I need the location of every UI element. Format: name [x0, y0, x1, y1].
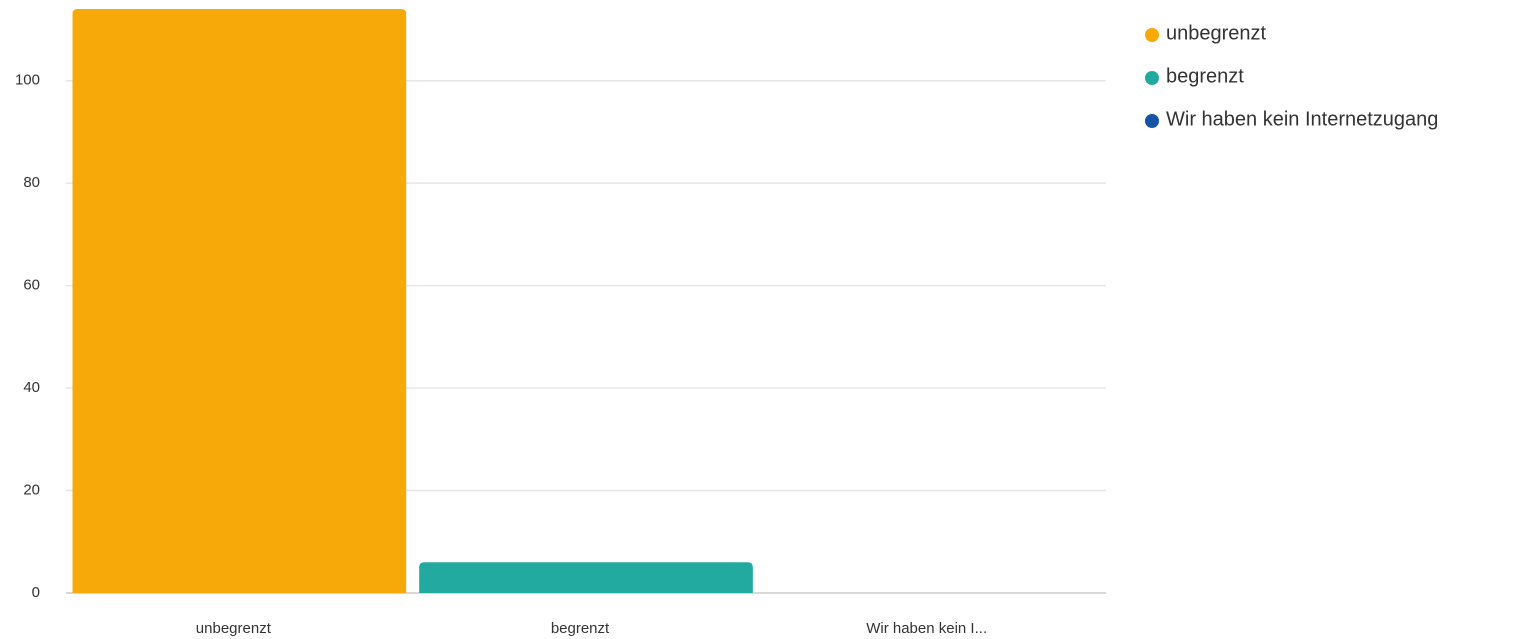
bar [419, 562, 753, 593]
legend-label: unbegrenzt [1166, 22, 1267, 44]
y-tick-label: 60 [23, 277, 40, 294]
y-tick-label: 100 [15, 72, 40, 89]
legend-marker [1145, 28, 1159, 42]
x-tick-label: unbegrenzt [196, 620, 272, 637]
y-tick-label: 20 [23, 482, 40, 499]
y-tick-label: 0 [32, 584, 40, 601]
bar [72, 9, 407, 593]
legend-marker [1145, 71, 1159, 85]
y-tick-label: 40 [23, 379, 40, 396]
y-tick-label: 80 [23, 174, 40, 191]
legend-label: Wir haben kein Internetzugang [1166, 108, 1438, 130]
x-tick-label: Wir haben kein I... [866, 620, 987, 637]
legend-label: begrenzt [1166, 65, 1244, 87]
legend-marker [1145, 114, 1159, 128]
x-tick-label: begrenzt [551, 620, 610, 637]
